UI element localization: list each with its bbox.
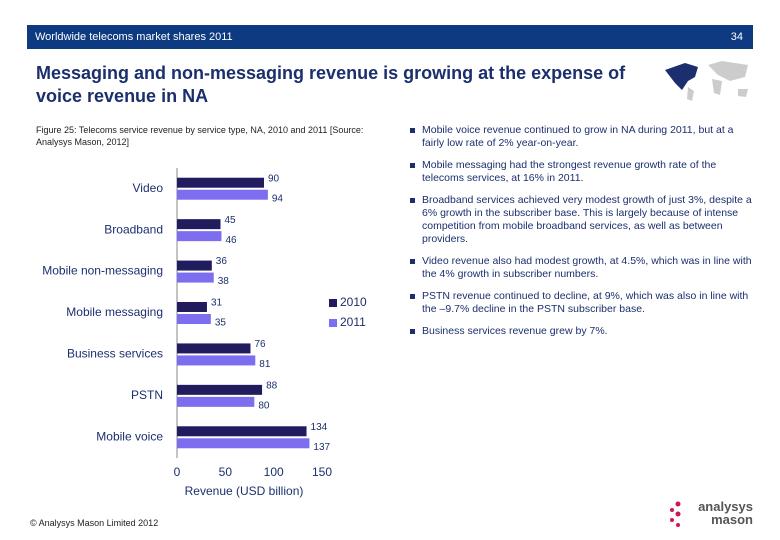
legend-swatch [329, 319, 337, 327]
bar [177, 219, 221, 230]
data-label: 137 [313, 442, 330, 453]
logo-line: analysys [698, 499, 753, 514]
y-tick-label: Mobile voice [96, 429, 163, 443]
bar [177, 314, 211, 324]
data-label: 80 [258, 400, 270, 411]
footer: © Analysys Mason Limited 2012 [30, 518, 159, 528]
data-label: 134 [311, 422, 328, 433]
data-label: 88 [266, 380, 278, 391]
logo-dots [670, 501, 681, 527]
section-title: Worldwide telecoms market shares 2011 [35, 31, 233, 43]
data-label: 35 [215, 318, 227, 329]
bullet: Video revenue also had modest growth, at… [408, 255, 753, 281]
data-label: 94 [272, 193, 284, 204]
bar [177, 231, 222, 242]
figure-caption: Figure 25: Telecoms service revenue by s… [36, 125, 364, 147]
bar [177, 272, 214, 283]
page-number: 34 [730, 31, 743, 43]
bar [177, 189, 268, 200]
bar [177, 302, 207, 312]
bar [177, 260, 212, 271]
header-bar: Worldwide telecoms market shares 2011 34 [27, 25, 753, 49]
legend-swatch [329, 299, 337, 307]
bar [177, 438, 310, 449]
bar [177, 384, 263, 395]
bullet: PSTN revenue continued to decline, at 9%… [408, 290, 753, 316]
world-map-icon [665, 61, 748, 101]
bar [177, 343, 251, 354]
logo: analysys mason [683, 500, 753, 526]
data-label: 45 [225, 215, 237, 226]
y-tick-label: PSTN [131, 388, 163, 402]
y-tick-label: Broadband [104, 222, 163, 236]
legend-label: 2011 [340, 315, 366, 329]
bullet-list: Mobile voice revenue continued to grow i… [408, 124, 753, 347]
data-label: 81 [259, 359, 271, 370]
bullet: Mobile messaging had the strongest reven… [408, 159, 753, 185]
x-tick-label: 100 [264, 465, 284, 479]
bar [177, 426, 307, 437]
data-label: 90 [268, 173, 280, 184]
legend-label: 2010 [340, 295, 367, 309]
data-label: 31 [211, 298, 223, 309]
y-tick-label: Video [133, 181, 164, 195]
data-label: 46 [225, 235, 237, 246]
data-label: 36 [216, 256, 228, 267]
bar [177, 396, 255, 407]
y-tick-label: Mobile non-messaging [42, 264, 163, 278]
data-label: 76 [254, 339, 266, 350]
data-label: 38 [218, 276, 230, 287]
bullet: Broadband services achieved very modest … [408, 194, 753, 246]
logo-line: mason [711, 512, 753, 527]
bullet: Business services revenue grew by 7%. [408, 325, 753, 338]
x-tick-label: 150 [312, 465, 332, 479]
x-tick-label: 50 [219, 465, 233, 479]
x-axis-title: Revenue (USD billion) [185, 484, 304, 498]
bar [177, 355, 256, 366]
bar [177, 177, 264, 188]
y-tick-label: Mobile messaging [66, 305, 163, 319]
slide-title: Messaging and non-messaging revenue is g… [36, 63, 626, 106]
x-tick-label: 0 [174, 465, 181, 479]
y-tick-label: Business services [67, 347, 163, 361]
bullet: Mobile voice revenue continued to grow i… [408, 124, 753, 150]
